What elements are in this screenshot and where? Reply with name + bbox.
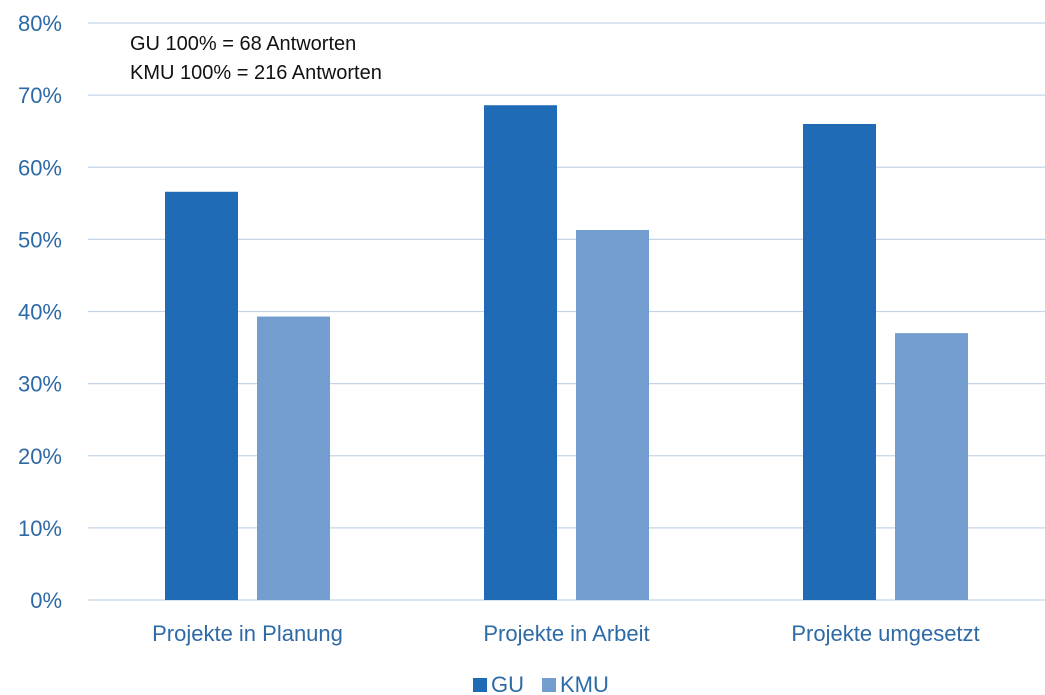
x-tick-label: Projekte in Planung [152, 621, 343, 646]
annotation-kmu: KMU 100% = 216 Antworten [130, 62, 382, 84]
bar-kmu [895, 333, 968, 600]
gridlines [88, 22, 1045, 601]
legend-label-kmu: KMU [560, 672, 609, 695]
x-tick-label: Projekte umgesetzt [791, 621, 979, 646]
bars [165, 105, 968, 600]
x-tick-label: Projekte in Arbeit [483, 621, 649, 646]
y-tick-label: 30% [18, 372, 62, 397]
annotation-gu: GU 100% = 68 Antworten [130, 33, 356, 55]
bar-kmu [576, 229, 649, 600]
annotations: GU 100% = 68 Antworten KMU 100% = 216 An… [130, 33, 382, 84]
legend-label-gu: GU [491, 672, 524, 695]
y-tick-label: 60% [18, 155, 62, 180]
bar-kmu [257, 316, 330, 600]
y-tick-label: 0% [30, 588, 62, 613]
legend: GU KMU [473, 672, 609, 695]
legend-swatch-gu [473, 678, 487, 692]
y-tick-label: 10% [18, 516, 62, 541]
y-axis-ticks: 0% 10% 20% 30% 40% 50% 60% 70% 80% [18, 11, 62, 613]
bar-gu [484, 105, 557, 600]
y-tick-label: 70% [18, 83, 62, 108]
bar-gu [165, 191, 238, 600]
legend-swatch-kmu [542, 678, 556, 692]
y-tick-label: 40% [18, 300, 62, 325]
x-axis-labels: Projekte in Planung Projekte in Arbeit Pro… [152, 621, 980, 646]
y-tick-label: 20% [18, 444, 62, 469]
bar-gu [803, 123, 876, 600]
y-tick-label: 50% [18, 227, 62, 252]
y-tick-label: 80% [18, 11, 62, 36]
